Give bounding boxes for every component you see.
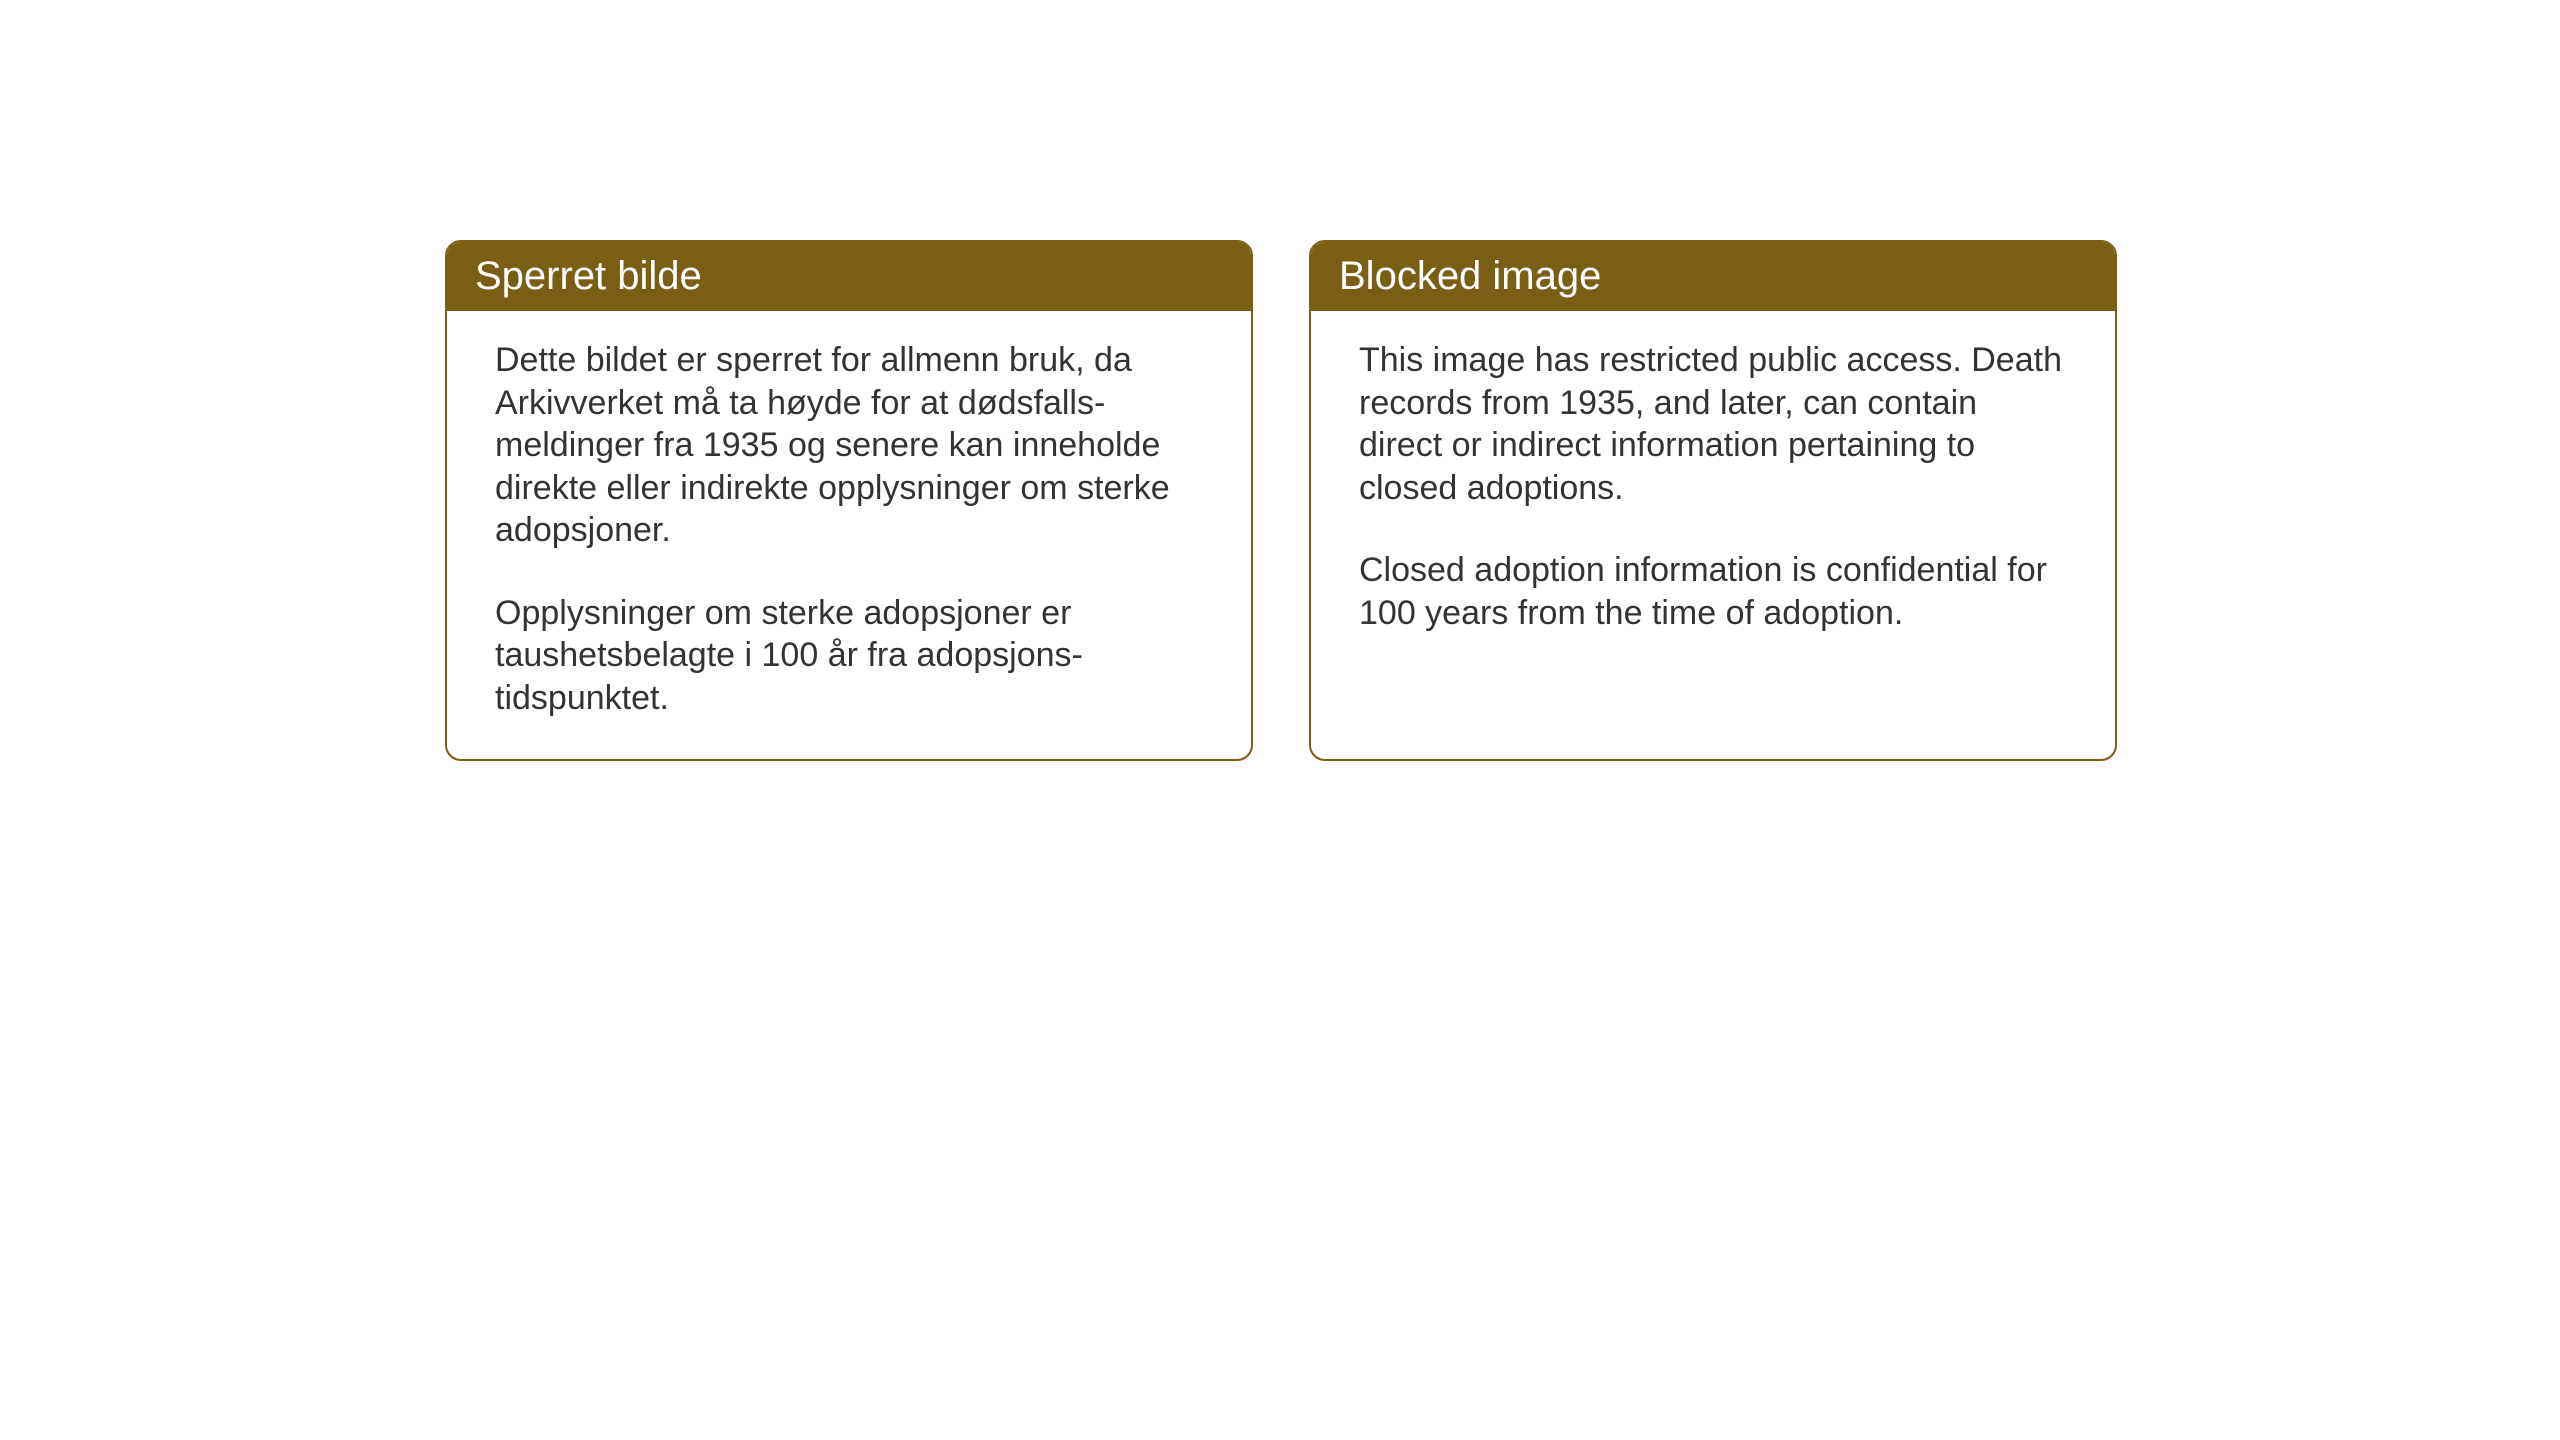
notice-english: Blocked image This image has restricted …: [1309, 240, 2117, 761]
notice-paragraph: Dette bildet er sperret for allmenn bruk…: [495, 339, 1203, 552]
notice-header-english: Blocked image: [1311, 242, 2115, 311]
notice-body-norwegian: Dette bildet er sperret for allmenn bruk…: [447, 311, 1251, 759]
notice-norwegian: Sperret bilde Dette bildet er sperret fo…: [445, 240, 1253, 761]
notice-header-norwegian: Sperret bilde: [447, 242, 1251, 311]
notice-paragraph: Opplysninger om sterke adopsjoner er tau…: [495, 592, 1203, 720]
notices-container: Sperret bilde Dette bildet er sperret fo…: [445, 240, 2117, 761]
notice-body-english: This image has restricted public access.…: [1311, 311, 2115, 751]
notice-paragraph: Closed adoption information is confident…: [1359, 549, 2067, 634]
notice-paragraph: This image has restricted public access.…: [1359, 339, 2067, 509]
